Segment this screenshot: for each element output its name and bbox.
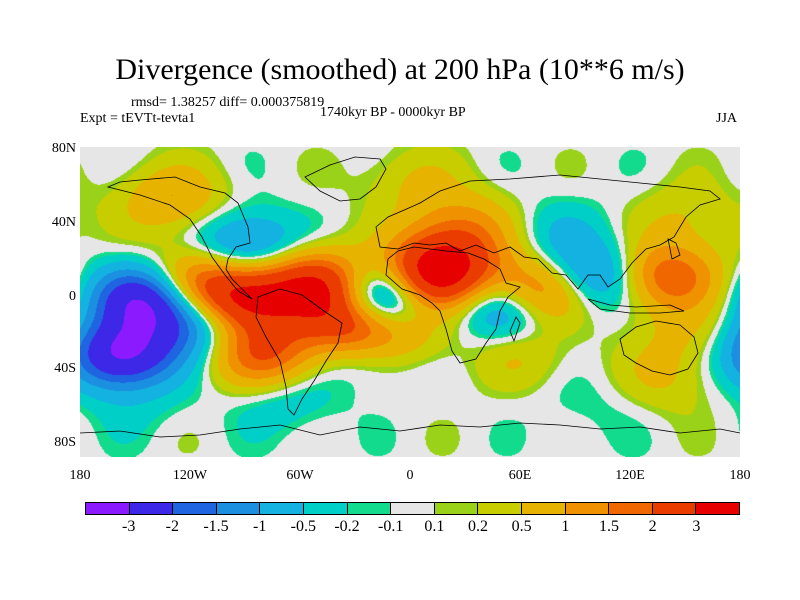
colorbar-box	[609, 503, 653, 514]
experiment-label: Expt = tEVTt-tevta1	[80, 111, 196, 126]
coastline-greenland	[304, 156, 387, 202]
coastline-australia	[619, 320, 699, 376]
colorbar-box	[565, 503, 610, 514]
coastline-madagascar	[509, 316, 521, 343]
lon-label-180e: 180	[729, 468, 751, 483]
colorbar-box	[478, 503, 522, 514]
lat-label-40s: 40S	[54, 361, 76, 376]
coastline-south-america	[255, 288, 343, 416]
lon-label-60e: 60E	[508, 468, 532, 483]
period-label: 1740kyr BP - 0000kyr BP	[320, 105, 466, 120]
colorbar-label: 3	[692, 518, 701, 535]
colorbar-box	[391, 503, 435, 514]
colorbar-label: -1	[252, 518, 267, 535]
plot-title: Divergence (smoothed) at 200 hPa (10**6 …	[115, 53, 685, 86]
colorbar-label: -1.5	[203, 518, 229, 535]
colorbar-label: 0.2	[468, 518, 488, 535]
lon-label-120e: 120E	[615, 468, 645, 483]
colorbar-box	[303, 503, 348, 514]
colorbar-label: 0.5	[511, 518, 532, 535]
colorbar-label: -0.1	[377, 518, 404, 535]
season-label: JJA	[716, 111, 738, 126]
colorbar-label: 1.5	[599, 518, 619, 535]
colorbar-label: -2	[165, 518, 179, 535]
colorbar-box	[434, 503, 479, 514]
colorbar-label: 1	[561, 518, 570, 535]
colorbar-box	[173, 503, 217, 514]
stats-line: rmsd= 1.38257 diff= 0.000375819	[131, 95, 325, 110]
colorbar-box	[129, 503, 174, 514]
colorbar-box	[652, 503, 697, 514]
colorbar-label: -0.2	[334, 518, 360, 535]
colorbar-label: 0.1	[424, 518, 445, 535]
colorbar-box	[216, 503, 261, 514]
coastline-indonesia	[587, 298, 685, 314]
lon-label-60w: 60W	[286, 468, 314, 483]
colorbar-box	[521, 503, 566, 514]
coastline-antarctica	[80, 422, 740, 438]
colorbar-label: 2	[648, 518, 657, 535]
lon-label-0: 0	[406, 468, 414, 483]
coastline-eurasia	[375, 174, 721, 290]
colorbar-box	[86, 503, 130, 514]
coastline-north-america	[106, 176, 253, 300]
lat-label-80n: 80N	[51, 141, 76, 156]
lon-label-180w: 180	[69, 468, 91, 483]
lat-label-40n: 40N	[51, 215, 76, 230]
colorbar-box	[347, 503, 392, 514]
coastline-africa	[385, 246, 521, 364]
coastline-japan	[667, 238, 681, 260]
divergence-field	[80, 147, 740, 457]
colorbar	[85, 502, 740, 515]
lat-label-80s: 80S	[54, 435, 76, 450]
lon-label-120w: 120W	[172, 468, 208, 483]
colorbar-box	[696, 503, 739, 514]
colorbar-label: -0.5	[290, 518, 316, 535]
coastlines	[80, 156, 740, 438]
colorbar-label: -3	[121, 518, 136, 535]
colorbar-box	[260, 503, 304, 514]
divergence-map	[80, 147, 740, 457]
lat-label-eq: 0	[69, 289, 76, 304]
